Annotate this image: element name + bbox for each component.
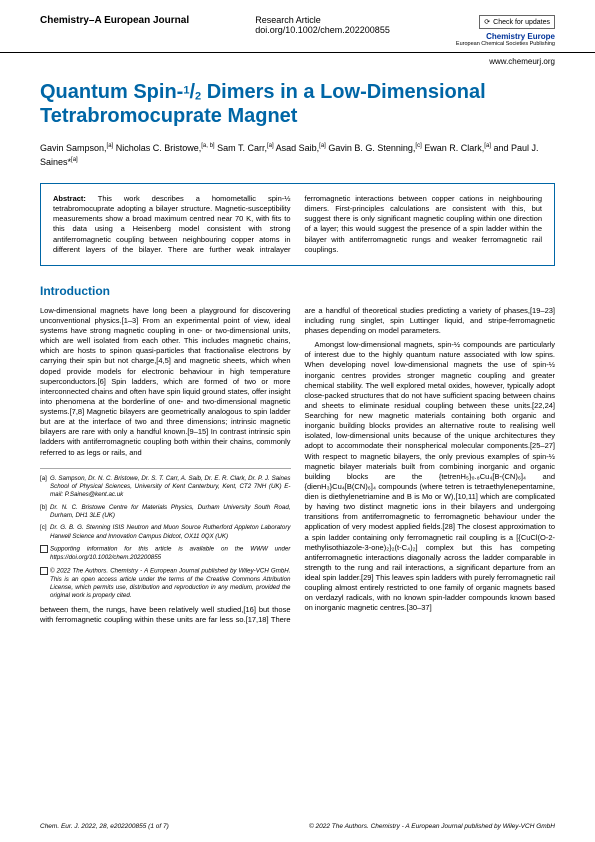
header-bar: Chemistry–A European Journal Research Ar… [0,0,595,53]
affiliation-a-text: G. Sampson, Dr. N. C. Bristowe, Dr. S. T… [50,475,291,499]
license-icon [40,567,48,575]
article-meta: Research Article doi.org/10.1002/chem.20… [255,15,390,35]
license-info: © 2022 The Authors. Chemistry - A Europe… [40,567,291,601]
footer-left: Chem. Eur. J. 2022, 28, e202200855 (1 of… [40,823,169,830]
affiliations-block: [a]G. Sampson, Dr. N. C. Bristowe, Dr. S… [40,468,291,601]
main-content: Quantum Spin-1/2 Dimers in a Low-Dimensi… [0,70,595,625]
update-icon: ⟳ [484,18,490,26]
affiliation-c-text: Dr. G. B. G. Stenning ISIS Neutron and M… [50,524,291,539]
article-title: Quantum Spin-1/2 Dimers in a Low-Dimensi… [40,80,555,128]
supporting-info: Supporting information for this article … [40,545,291,562]
license-text: © 2022 The Authors. Chemistry - A Europe… [50,567,291,599]
author-list: Gavin Sampson,[a] Nicholas C. Bristowe,[… [40,142,555,169]
affiliation-b: [b]Dr. N. C. Bristowe Centre for Materia… [40,504,291,521]
europe-logo: Chemistry Europe [456,32,555,41]
affiliation-a: [a]G. Sampson, Dr. N. C. Bristowe, Dr. S… [40,475,291,500]
intro-paragraph-1: Low-dimensional magnets have long been a… [40,306,291,458]
body-columns: Low-dimensional magnets have long been a… [40,306,555,625]
page-footer: Chem. Eur. J. 2022, 28, e202200855 (1 of… [40,823,555,830]
doi[interactable]: doi.org/10.1002/chem.202200855 [255,25,390,35]
supporting-info-text[interactable]: Supporting information for this article … [50,546,291,561]
abstract-box: Abstract: This work describes a homometa… [40,183,555,266]
section-heading-introduction: Introduction [40,284,555,298]
header-right: ⟳ Check for updates Chemistry Europe Eur… [456,15,555,47]
journal-name: Chemistry–A European Journal [40,15,189,26]
journal-url[interactable]: www.chemeurj.org [0,53,595,70]
affiliation-b-text: Dr. N. C. Bristowe Centre for Materials … [50,504,291,519]
check-updates-label: Check for updates [493,19,550,26]
article-type: Research Article [255,15,390,25]
abstract-text: This work describes a homometallic spin-… [53,194,542,254]
document-icon [40,545,48,553]
europe-subtitle: European Chemical Societies Publishing [456,41,555,47]
abstract-label: Abstract: [53,194,86,203]
intro-paragraph-3: Amongst low-dimensional magnets, spin-½ … [305,340,556,613]
affiliation-c: [c]Dr. G. B. G. Stenning ISIS Neutron an… [40,524,291,541]
footer-right: © 2022 The Authors. Chemistry - A Europe… [309,823,555,830]
check-updates-button[interactable]: ⟳ Check for updates [479,15,555,29]
